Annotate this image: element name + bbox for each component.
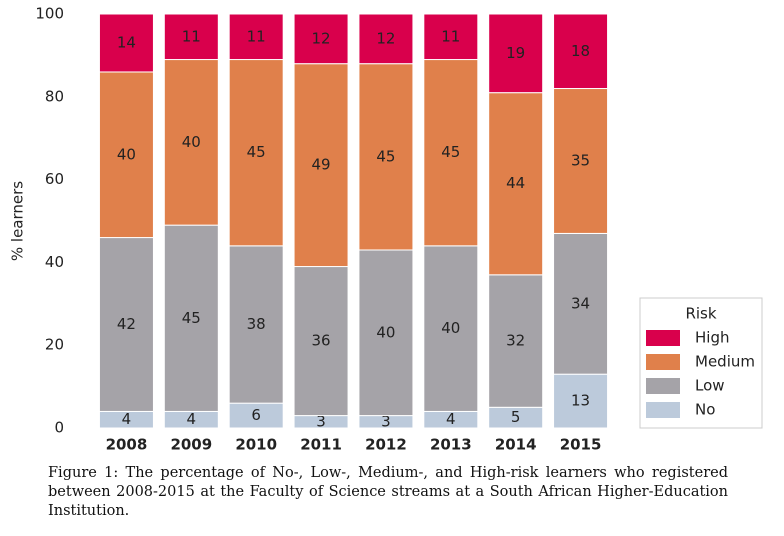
bar-segment <box>98 237 154 412</box>
data-label: 4 <box>446 410 456 428</box>
y-tick-label: 80 <box>45 87 64 105</box>
legend-label: High <box>695 329 729 347</box>
data-label: 18 <box>571 42 590 60</box>
data-label: 40 <box>182 133 201 151</box>
y-axis-label: % learners <box>9 181 27 261</box>
x-tick-label: 2012 <box>365 436 407 454</box>
data-label: 45 <box>247 143 266 161</box>
legend-title: Risk <box>685 305 716 323</box>
data-label: 5 <box>511 408 521 426</box>
data-label: 19 <box>506 44 525 62</box>
bar-segment <box>163 13 219 61</box>
data-label: 40 <box>117 145 136 163</box>
chart: % learners 02040608010020084424014200944… <box>9 5 763 454</box>
bar-segment <box>488 13 544 94</box>
bar-segment <box>163 59 219 226</box>
legend-swatch <box>646 378 680 394</box>
bar-segment <box>293 13 349 65</box>
y-tick-label: 0 <box>54 419 64 437</box>
legend-label: Medium <box>695 353 755 371</box>
bar-segment <box>423 13 479 61</box>
y-tick-label: 40 <box>45 253 64 271</box>
bar-segment <box>358 13 414 65</box>
data-label: 11 <box>247 27 266 45</box>
data-label: 12 <box>376 29 395 47</box>
data-label: 13 <box>571 392 590 410</box>
x-tick-label: 2011 <box>300 436 342 454</box>
legend-label: No <box>695 401 715 419</box>
data-label: 49 <box>312 156 331 174</box>
data-label: 36 <box>312 332 331 350</box>
y-tick-label: 60 <box>45 170 64 188</box>
bar-segment <box>98 13 154 73</box>
bar-segment <box>98 71 154 239</box>
bar-segment <box>553 13 609 90</box>
figure-caption: Figure 1: The percentage of No-, Low-, M… <box>48 465 728 519</box>
bar-segment <box>488 274 544 408</box>
legend-swatch <box>646 402 680 418</box>
x-tick-label: 2009 <box>170 436 212 454</box>
data-label: 4 <box>187 410 197 428</box>
y-tick-label: 20 <box>45 336 64 354</box>
y-tick-label: 100 <box>35 5 64 23</box>
data-label: 32 <box>506 332 525 350</box>
bar-segment <box>553 232 609 375</box>
data-label: 44 <box>506 174 525 192</box>
data-label: 42 <box>117 315 136 333</box>
data-label: 3 <box>381 412 391 430</box>
data-label: 35 <box>571 151 590 169</box>
bar-segment <box>553 373 609 429</box>
bar-segment <box>293 266 349 417</box>
data-label: 12 <box>312 29 331 47</box>
data-label: 11 <box>441 27 460 45</box>
data-label: 40 <box>441 319 460 337</box>
bar-segment <box>293 63 349 268</box>
data-label: 11 <box>182 27 201 45</box>
data-label: 6 <box>251 406 261 424</box>
bar-segment <box>358 249 414 417</box>
bar-segment <box>488 92 544 276</box>
data-label: 4 <box>122 410 132 428</box>
data-label: 34 <box>571 294 590 312</box>
data-label: 45 <box>376 147 395 165</box>
data-label: 45 <box>182 309 201 327</box>
data-label: 3 <box>316 412 326 430</box>
bar-segment <box>358 63 414 251</box>
data-label: 45 <box>441 143 460 161</box>
x-tick-label: 2013 <box>430 436 472 454</box>
data-label: 14 <box>117 33 136 51</box>
x-tick-label: 2008 <box>106 436 148 454</box>
legend-swatch <box>646 354 680 370</box>
bar-segment <box>228 402 284 429</box>
x-tick-label: 2010 <box>235 436 277 454</box>
data-label: 40 <box>376 323 395 341</box>
bar-segment <box>228 245 284 404</box>
bar-segment <box>423 59 479 247</box>
legend-label: Low <box>695 377 725 395</box>
legend-swatch <box>646 330 680 346</box>
bar-segment <box>228 13 284 61</box>
x-tick-label: 2014 <box>495 436 537 454</box>
x-tick-label: 2015 <box>560 436 602 454</box>
data-label: 38 <box>247 315 266 333</box>
